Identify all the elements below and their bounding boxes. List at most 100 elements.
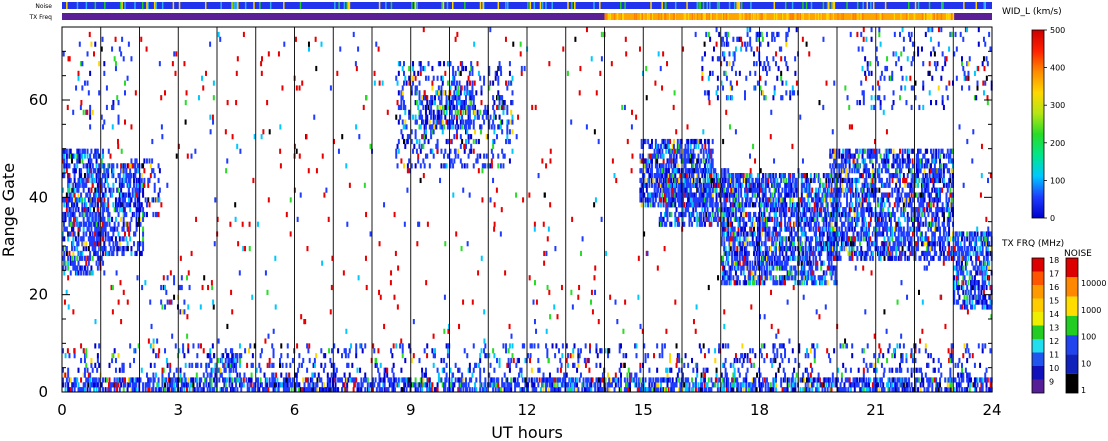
data-cell [745,260,748,266]
data-cell [468,104,471,111]
data-cell [917,246,920,252]
tx-freq-speckle [862,13,864,20]
noise-speckle [482,2,484,9]
tx-freq-speckle [913,13,915,20]
data-cell [506,85,509,91]
data-cell [96,182,99,188]
data-cell [130,250,133,257]
data-cell [745,187,748,193]
data-cell [685,148,688,154]
data-cell [134,158,137,164]
data-cell [98,197,101,203]
data-cell [94,41,97,47]
data-cell [895,221,898,227]
data-cell [875,158,878,164]
data-cell [778,192,781,198]
data-cell [142,192,145,198]
data-cell [927,202,930,208]
data-cell [118,202,121,208]
data-cell [781,202,784,208]
data-cell [72,236,75,242]
data-cell [920,163,923,169]
data-cell [81,148,84,154]
data-cell [724,260,727,266]
data-cell [96,250,99,257]
data-cell [703,207,706,213]
data-cell [928,192,931,198]
data-cell [71,221,74,227]
data-cell [940,148,943,154]
data-cell [848,158,851,164]
data-cell [767,177,770,184]
data-cell [887,168,890,174]
data-cell [815,260,818,266]
data-cell [764,241,767,247]
data-cell [103,216,106,222]
data-cell [104,226,107,232]
data-cell [794,246,797,252]
data-cell [732,197,735,203]
data-cell [933,163,936,169]
data-cell [891,163,894,169]
data-cell [76,221,79,227]
data-cell [701,168,704,174]
data-cell [661,187,664,193]
data-cell [851,168,854,174]
data-cell [675,168,678,174]
data-cell [82,148,85,154]
data-cell [427,75,430,81]
data-cell [117,202,120,208]
data-cell [672,202,675,208]
data-cell [751,182,754,188]
data-cell [795,177,798,184]
data-cell [852,207,855,213]
data-cell [674,173,677,179]
data-cell [941,211,944,218]
data-cell [817,241,820,247]
data-cell [875,187,878,193]
data-cell [700,168,703,174]
data-cell [871,153,874,159]
data-cell [227,353,230,359]
data-cell [764,231,767,237]
data-cell [96,168,99,174]
data-cell [506,119,509,125]
data-cell [901,187,904,193]
data-cell [707,143,710,149]
data-cell [736,260,739,266]
data-cell [931,231,934,237]
data-cell [858,148,861,154]
data-cell [428,100,431,106]
data-cell [417,153,420,159]
data-cell [83,153,86,159]
data-cell [745,182,748,188]
data-cell [729,246,732,252]
data-cell [848,255,851,261]
data-cell [922,250,925,257]
data-cell [800,265,803,271]
data-cell [923,192,926,198]
data-cell [745,177,748,184]
data-cell [682,168,684,174]
data-cell [118,241,121,247]
data-cell [895,173,898,179]
data-cell [777,202,780,208]
data-cell [787,275,790,281]
data-cell [692,153,695,159]
data-cell [179,284,182,291]
data-cell [434,95,436,101]
data-cell [851,153,854,159]
data-cell [656,192,659,198]
data-cell [140,202,143,208]
data-cell [848,187,851,193]
data-cell [760,270,763,276]
data-cell [87,246,90,252]
data-cell [466,129,469,135]
data-cell [77,75,80,81]
data-cell [820,197,823,203]
data-cell [465,124,467,130]
data-cell [754,192,757,198]
data-cell [948,182,951,188]
data-cell [865,250,868,257]
